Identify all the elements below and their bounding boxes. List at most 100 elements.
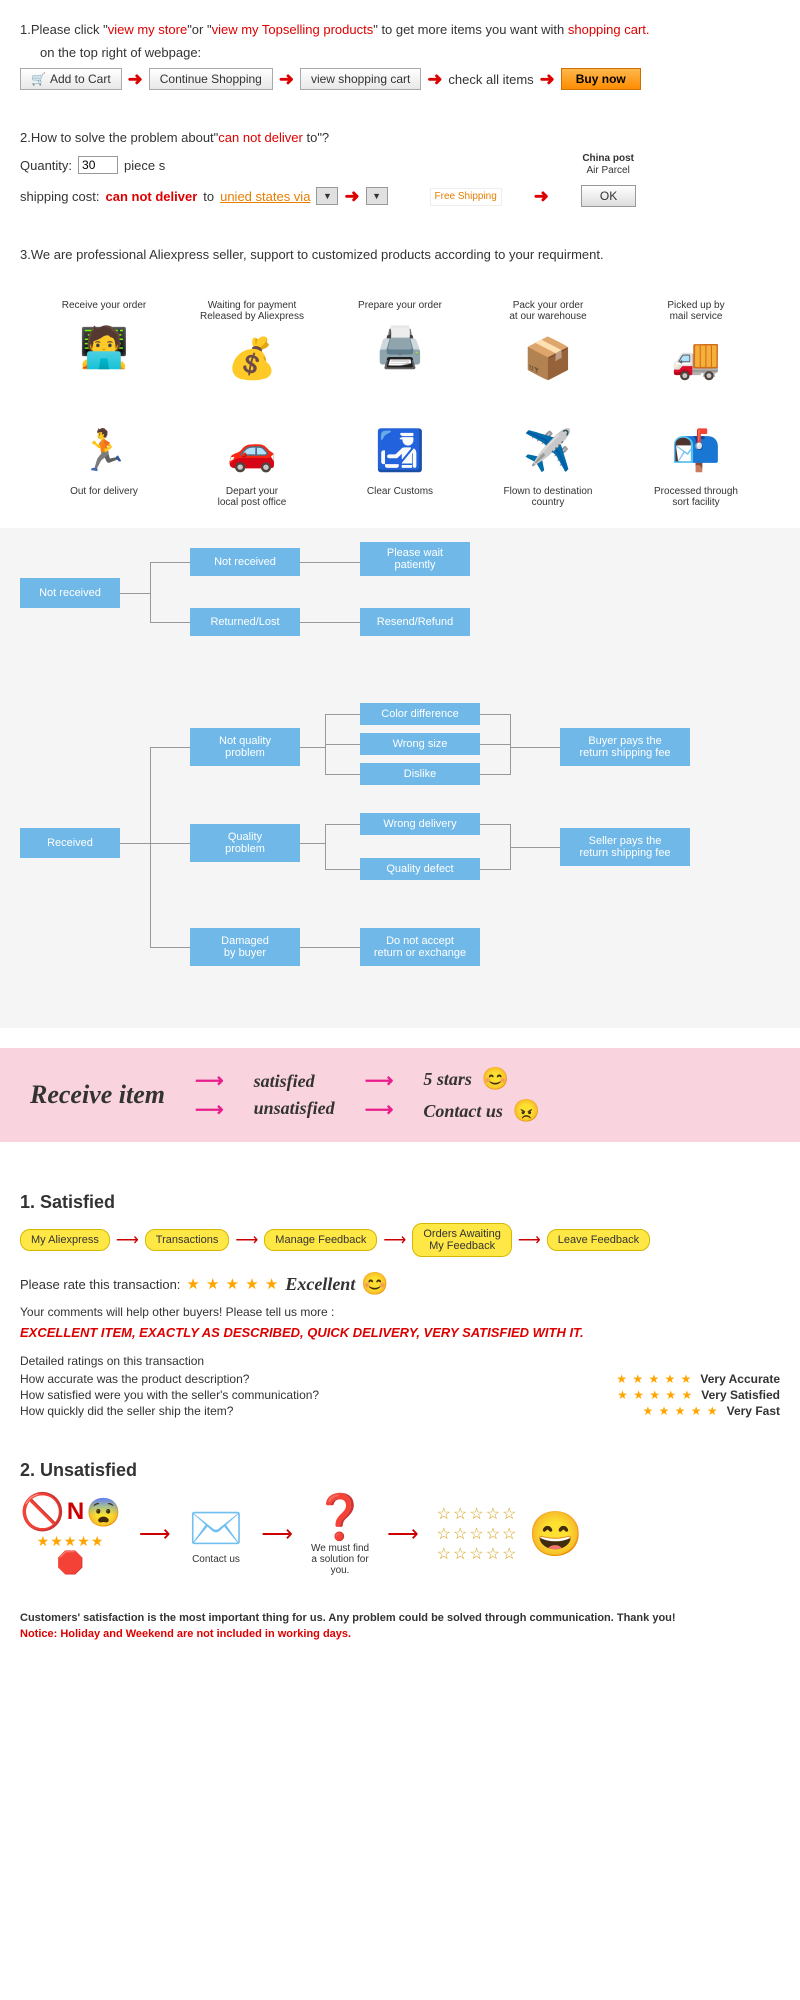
- qty-row: Quantity: piece s China post Air Parcel: [20, 153, 780, 177]
- line: [150, 747, 151, 948]
- pill-transactions[interactable]: Transactions: [145, 1229, 230, 1251]
- line: [150, 843, 190, 844]
- air-parcel-label: Air Parcel: [582, 165, 634, 177]
- process-step: Receive your order🧑‍💻: [49, 300, 159, 394]
- arrow-icon: ⟶: [518, 1230, 541, 1250]
- pill-my-aliexpress[interactable]: My Aliexpress: [20, 1229, 110, 1251]
- stars-happy-block: ☆☆☆☆☆ ☆☆☆☆☆ ☆☆☆☆☆ 😄: [437, 1504, 584, 1564]
- flow-box: Quality defect: [360, 858, 480, 880]
- free-shipping-box: Free Shipping: [430, 186, 502, 206]
- comments-label: Your comments will help other buyers! Pl…: [20, 1305, 780, 1319]
- item-2-text: 2.How to solve the problem about"can not…: [20, 130, 780, 145]
- pill-leave-feedback[interactable]: Leave Feedback: [547, 1229, 650, 1251]
- section-2: 2.How to solve the problem about"can not…: [0, 108, 800, 225]
- arrow-icon: ➜: [128, 69, 143, 90]
- line: [325, 744, 360, 745]
- text: to: [203, 189, 214, 204]
- rate-row: Please rate this transaction: ★ ★ ★ ★ ★ …: [20, 1271, 780, 1297]
- pill-manage-feedback[interactable]: Manage Feedback: [264, 1229, 377, 1251]
- sample-comment: EXCELLENT ITEM, EXACTLY AS DESCRIBED, QU…: [20, 1325, 780, 1340]
- line: [480, 744, 510, 745]
- dropdown-icon[interactable]: ▼: [366, 187, 388, 205]
- sad-icon: 😨: [86, 1496, 121, 1529]
- section-3: 3.We are professional Aliexpress seller,…: [0, 225, 800, 280]
- contact-label: Contact us: [189, 1554, 244, 1565]
- flow-box: Do not accept return or exchange: [360, 928, 480, 966]
- continue-shopping-button[interactable]: Continue Shopping: [149, 68, 273, 90]
- step-label: Prepare your order: [345, 300, 455, 311]
- line: [150, 622, 190, 623]
- satisfied-section: 1. Satisfied My Aliexpress ⟶ Transaction…: [0, 1162, 800, 1430]
- text: "or ": [187, 22, 211, 37]
- prohibited-icon: 🚫: [20, 1491, 65, 1533]
- label: Add to Cart: [50, 72, 111, 86]
- button-flow-row: Add to Cart ➜ Continue Shopping ➜ view s…: [20, 68, 780, 90]
- rate-label: Please rate this transaction:: [20, 1277, 180, 1292]
- box-icon: 📦: [513, 328, 583, 388]
- line: [150, 562, 190, 563]
- flow-box-received-root: Received: [20, 828, 120, 858]
- ok-button[interactable]: OK: [581, 185, 636, 207]
- line: [120, 593, 150, 594]
- flow-box: Please wait patiently: [360, 542, 470, 576]
- step-label: Clear Customs: [345, 486, 455, 497]
- happy-icon: 😄: [528, 1508, 583, 1560]
- arrow-icon: ⟶: [387, 1521, 419, 1547]
- process-step: Waiting for payment Released by Aliexpre…: [197, 300, 307, 394]
- stars-icon: ★ ★ ★ ★ ★: [617, 1388, 693, 1402]
- plane-icon: ✈️: [513, 420, 583, 480]
- line: [300, 622, 360, 623]
- person-computer-icon: 🧑‍💻: [69, 317, 139, 377]
- rating-row: How quickly did the seller ship the item…: [20, 1404, 780, 1418]
- cart-icon: [31, 72, 46, 86]
- step-label: Processed through sort facility: [641, 486, 751, 508]
- buy-now-button[interactable]: Buy now: [561, 68, 641, 90]
- link-topselling[interactable]: view my Topselling products: [212, 22, 374, 37]
- rating-question: How accurate was the product description…: [20, 1372, 249, 1386]
- section-1: 1.Please click "view my store"or "view m…: [0, 0, 800, 108]
- rating-question: How quickly did the seller ship the item…: [20, 1404, 233, 1418]
- line: [480, 714, 510, 715]
- excellent-label: Excellent: [285, 1274, 355, 1295]
- ship-link[interactable]: unied states via: [220, 189, 310, 204]
- arrow-icon: ➜: [344, 186, 359, 207]
- stop-icon: 🛑: [20, 1550, 121, 1576]
- rating-answer: Very Satisfied: [701, 1388, 780, 1402]
- rating-answer: Very Fast: [727, 1404, 780, 1418]
- line: [150, 947, 190, 948]
- stars-icon: ☆☆☆☆☆: [437, 1544, 519, 1564]
- rating-row: How satisfied were you with the seller's…: [20, 1388, 780, 1402]
- process-step: 🚗Depart your local post office: [197, 414, 307, 508]
- solution-label: We must find a solution for you.: [311, 1543, 369, 1576]
- text: to"?: [303, 130, 329, 145]
- no-block: 🚫 N 😨 ★★★★★ 🛑: [20, 1491, 121, 1576]
- add-to-cart-button[interactable]: Add to Cart: [20, 68, 122, 90]
- unsatisfied-flow-row: 🚫 N 😨 ★★★★★ 🛑 ⟶ ✉️ Contact us ⟶ ❓ We mus…: [20, 1491, 780, 1576]
- arrow-icon: ⟶: [235, 1230, 258, 1250]
- rating-row: How accurate was the product description…: [20, 1372, 780, 1386]
- truck-icon: 🚚: [661, 328, 731, 388]
- stars-icon: ★ ★ ★ ★ ★: [186, 1275, 279, 1293]
- qty-label: Quantity:: [20, 158, 72, 173]
- line: [300, 562, 360, 563]
- arrow-icon: ➜: [534, 186, 549, 207]
- dropdown-icon[interactable]: ▼: [316, 187, 338, 205]
- stars-icon: ★ ★ ★ ★ ★: [643, 1404, 719, 1418]
- link-cart[interactable]: shopping cart.: [568, 22, 650, 37]
- ship-red: can not deliver: [106, 189, 198, 204]
- item-1-text: 1.Please click "view my store"or "view m…: [20, 22, 780, 37]
- process-step: 🛃 Clear Customs: [345, 414, 455, 508]
- arrow-icon: ⟶: [261, 1521, 293, 1547]
- arrow-icon: ⟶: [195, 1068, 224, 1093]
- arrow-icon: ⟶: [116, 1230, 139, 1250]
- free-shipping-label: Free Shipping: [430, 188, 502, 206]
- flow-box: Wrong delivery: [360, 813, 480, 835]
- rating-question: How satisfied were you with the seller's…: [20, 1388, 319, 1402]
- link-view-store[interactable]: view my store: [108, 22, 187, 37]
- customs-icon: 🛃: [365, 420, 435, 480]
- view-cart-button[interactable]: view shopping cart: [300, 68, 421, 90]
- pill-orders-awaiting[interactable]: Orders Awaiting My Feedback: [412, 1223, 511, 1257]
- step-label: Depart your local post office: [197, 486, 307, 508]
- qty-input[interactable]: [78, 156, 118, 174]
- flow-box: Dislike: [360, 763, 480, 785]
